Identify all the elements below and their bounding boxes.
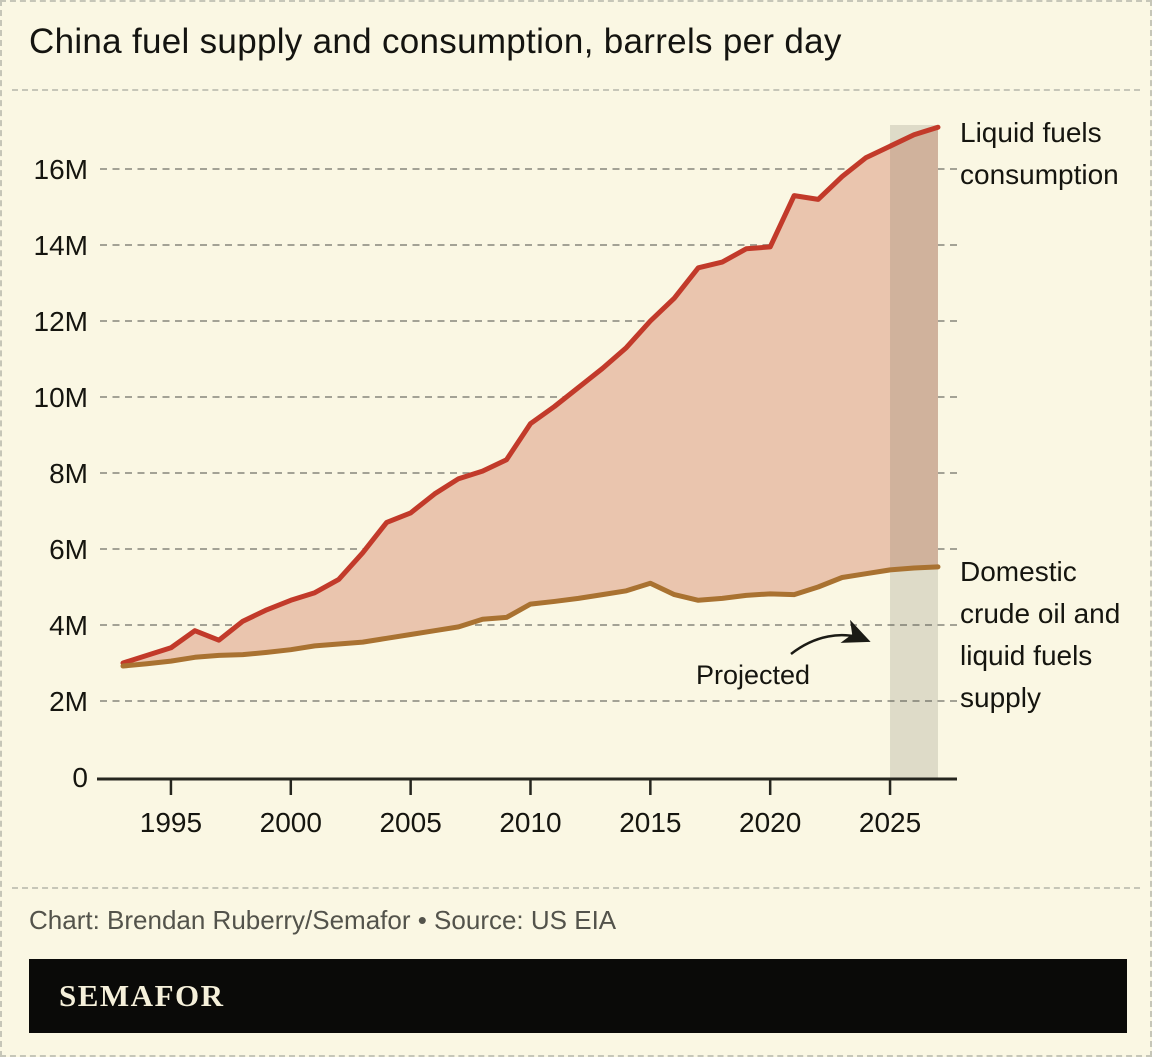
- y-tick-label: 6M: [49, 534, 88, 565]
- x-tick-label: 2000: [260, 807, 322, 838]
- chart-credit: Chart: Brendan Ruberry/Semafor • Source:…: [29, 905, 617, 935]
- y-tick-label: 4M: [49, 610, 88, 641]
- consumption-line: [120, 124, 941, 666]
- series-label-supply: Domestic crude oil and liquid fuels supp…: [960, 556, 1121, 713]
- x-tick-label: 1995: [140, 807, 202, 838]
- x-tick-label: 2005: [379, 807, 441, 838]
- x-tick-label: 2025: [859, 807, 921, 838]
- semafor-logo: SEMAFOR: [59, 978, 225, 1013]
- projected-arrow-icon: [790, 619, 871, 655]
- y-tick-label: 10M: [34, 382, 88, 413]
- x-tick-label: 2015: [619, 807, 681, 838]
- y-tick-label: 14M: [34, 230, 88, 261]
- y-tick-label: 12M: [34, 306, 88, 337]
- x-tick-label: 2020: [739, 807, 801, 838]
- supply-line: [120, 564, 941, 669]
- consumption-supply-area: [123, 127, 938, 667]
- y-tick-label: 8M: [49, 458, 88, 489]
- y-tick-label: 0: [72, 762, 88, 793]
- page-title: China fuel supply and consumption, barre…: [29, 22, 842, 61]
- series-label-consumption: Liquid fuels consumption: [960, 117, 1119, 190]
- projected-label: Projected: [696, 660, 811, 690]
- y-tick-label: 16M: [34, 154, 88, 185]
- x-tick-label: 2010: [499, 807, 561, 838]
- semafor-logo-bar: SEMAFOR: [29, 959, 1127, 1033]
- y-tick-label: 2M: [49, 686, 88, 717]
- footer-divider: [12, 887, 1140, 889]
- top-divider: [12, 89, 1140, 91]
- projection-band: [890, 125, 938, 779]
